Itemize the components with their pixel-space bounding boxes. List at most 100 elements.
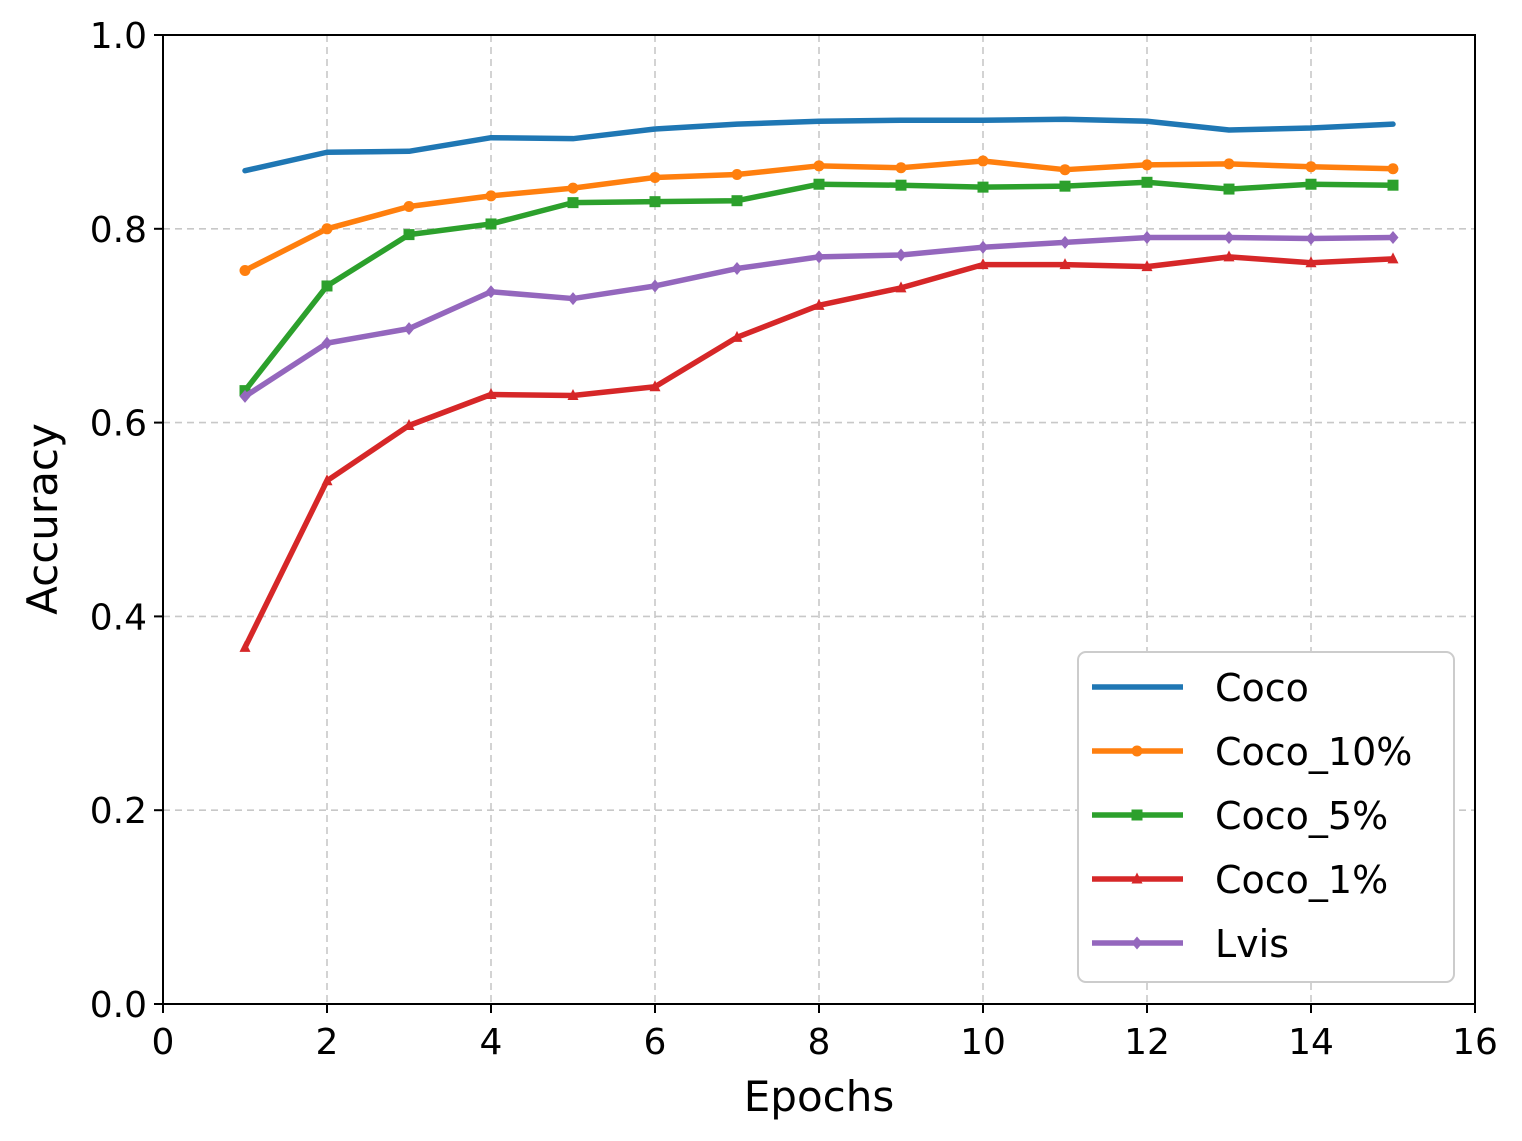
data-point-coco-5: [977, 181, 989, 193]
data-point-lvis: [1059, 235, 1071, 249]
x-axis-label: Epochs: [744, 1072, 895, 1121]
legend-label: Coco_1%: [1215, 858, 1388, 902]
data-point-lvis: [1305, 231, 1317, 245]
x-tick-label: 14: [1288, 1022, 1334, 1063]
x-tick-label: 6: [644, 1022, 667, 1063]
legend-marker: [1131, 745, 1143, 757]
data-point-coco-5: [895, 179, 907, 191]
legend: Coco Coco_10% Coco_5% Coco_1% Lvis: [1077, 651, 1455, 983]
x-tick-label: 12: [1124, 1022, 1170, 1063]
legend-label: Coco: [1215, 666, 1309, 710]
data-point-coco-5: [1059, 180, 1071, 192]
data-point-coco-10: [1141, 159, 1153, 171]
legend-label: Coco_10%: [1215, 730, 1412, 774]
data-point-lvis: [1387, 231, 1399, 245]
data-point-lvis: [403, 322, 415, 336]
data-point-lvis: [485, 285, 497, 299]
data-point-coco-5: [567, 197, 579, 209]
data-point-lvis: [239, 389, 251, 403]
data-point-lvis: [1223, 231, 1235, 245]
data-point-coco-5: [1305, 178, 1317, 190]
data-point-coco-10: [731, 169, 743, 181]
data-point-coco-1: [1223, 250, 1235, 262]
data-point-coco-10: [403, 201, 415, 213]
data-point-lvis: [813, 250, 825, 264]
legend-item-coco: Coco: [1092, 666, 1309, 710]
data-point-coco-1: [485, 387, 497, 399]
x-tick-label: 16: [1452, 1022, 1498, 1063]
series-line-coco: [242, 116, 1396, 174]
y-tick-label: 0.0: [90, 985, 147, 1026]
data-point-coco-1: [1387, 252, 1399, 264]
legend-label: Lvis: [1215, 922, 1289, 966]
data-point-lvis: [567, 292, 579, 306]
data-point-coco-10: [239, 264, 251, 276]
data-point-coco-1: [1305, 256, 1317, 268]
data-point-coco-5: [1223, 183, 1235, 195]
legend-box: [1077, 651, 1455, 983]
data-point-coco-1: [239, 640, 251, 652]
data-point-coco-5: [1141, 176, 1153, 188]
series-coco: [242, 116, 1396, 174]
data-point-coco-5: [403, 229, 415, 241]
data-point-coco-1: [977, 258, 989, 270]
data-point-coco-1: [567, 388, 579, 400]
series-lines: [239, 116, 1399, 652]
data-point-coco-5: [731, 195, 743, 207]
data-point-lvis: [731, 262, 743, 276]
data-point-coco-5: [485, 218, 497, 230]
legend-label: Coco_5%: [1215, 794, 1388, 838]
data-point-lvis: [895, 248, 907, 262]
data-point-coco-5: [649, 196, 661, 208]
y-axis-label: Accuracy: [18, 423, 67, 615]
data-point-lvis: [1141, 231, 1153, 245]
data-point-coco-10: [1387, 163, 1399, 175]
data-point-coco-1: [403, 419, 415, 431]
data-point-coco-10: [1059, 164, 1071, 176]
x-tick-label: 2: [316, 1022, 339, 1063]
data-point-coco-1: [1059, 258, 1071, 270]
data-point-lvis: [649, 279, 661, 293]
data-point-coco-1: [813, 298, 825, 310]
legend-item-coco-1: Coco_1%: [1092, 858, 1388, 902]
data-point-coco-1: [649, 380, 661, 392]
data-point-coco-1: [895, 281, 907, 293]
x-tick-label: 10: [960, 1022, 1006, 1063]
legend-marker: [1131, 809, 1143, 821]
legend-marker: [1131, 872, 1143, 884]
x-tick-label: 8: [808, 1022, 831, 1063]
data-point-coco-1: [1141, 260, 1153, 272]
data-point-coco-5: [321, 280, 333, 292]
data-point-coco-10: [977, 155, 989, 167]
data-point-coco-10: [485, 190, 497, 202]
data-point-lvis: [321, 336, 333, 350]
y-tick-label: 0.8: [90, 210, 147, 251]
legend-item-lvis: Lvis: [1092, 922, 1289, 966]
axis-ticks: 0 2 4 6 8 10 12 14 16 0.0 0.2 0.4 0.6 0.8 1.0: [90, 16, 1498, 1063]
data-point-coco-10: [1223, 158, 1235, 170]
data-point-coco-10: [567, 182, 579, 194]
data-point-lvis: [977, 240, 989, 254]
y-tick-label: 0.2: [90, 791, 147, 832]
series-coco-1: [239, 250, 1399, 652]
x-tick-label: 0: [152, 1022, 175, 1063]
data-point-coco-10: [895, 162, 907, 174]
series-coco-10: [239, 155, 1399, 276]
data-point-coco-1: [321, 474, 333, 486]
y-tick-label: 0.6: [90, 404, 147, 445]
data-point-coco-10: [1305, 161, 1317, 173]
y-tick-label: 1.0: [90, 16, 147, 57]
data-point-coco-1: [731, 330, 743, 342]
legend-item-coco-10: Coco_10%: [1092, 730, 1412, 774]
data-point-coco-10: [813, 160, 825, 172]
data-point-coco-10: [649, 171, 661, 183]
legend-marker: [1131, 936, 1143, 950]
legend-item-coco-5: Coco_5%: [1092, 794, 1388, 838]
y-tick-label: 0.4: [90, 597, 147, 638]
data-point-coco-5: [813, 178, 825, 190]
data-point-coco-10: [321, 223, 333, 235]
data-point-coco-5: [1387, 179, 1399, 191]
x-tick-label: 4: [480, 1022, 503, 1063]
series-lvis: [239, 231, 1399, 403]
